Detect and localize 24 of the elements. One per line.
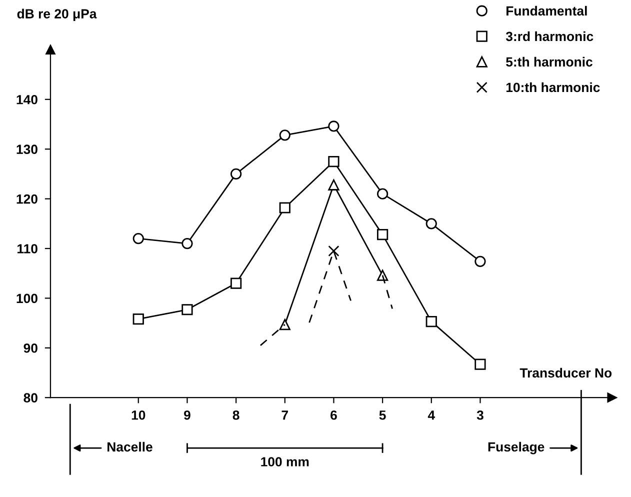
legend-label: 5:th harmonic	[506, 56, 592, 67]
text: Fuselage	[488, 442, 544, 454]
y-tick-label: 120	[16, 194, 38, 204]
x-tick-label: 6	[330, 410, 337, 420]
text: Nacelle	[108, 442, 152, 452]
legend-label: Fundamental	[506, 6, 587, 16]
x-tick-label: 7	[282, 410, 288, 420]
y-tick-label: 80	[24, 393, 38, 403]
y-tick-label: 100	[16, 294, 38, 304]
x-tick-label: 10	[132, 410, 146, 420]
x-tick-label: 5	[379, 410, 386, 420]
legend-label: 10:th harmonic	[506, 82, 600, 92]
y-tick-label: 110	[18, 244, 38, 254]
y-tick-label: 140	[16, 94, 38, 104]
text: 100 mm	[261, 457, 309, 466]
y-axis-title: dB re 20 μPa	[17, 8, 97, 21]
x-tick-label: 9	[184, 410, 190, 420]
legend-label: 3:rd harmonic	[506, 31, 594, 42]
x-tick-label: 3	[476, 410, 484, 420]
x-tick-label: 8	[232, 410, 240, 420]
y-tick-label: 130	[16, 144, 38, 154]
y-tick-label: 90	[24, 343, 38, 353]
x-tick-label: 4	[428, 410, 435, 420]
x-axis-title: Transducer No	[520, 368, 612, 378]
